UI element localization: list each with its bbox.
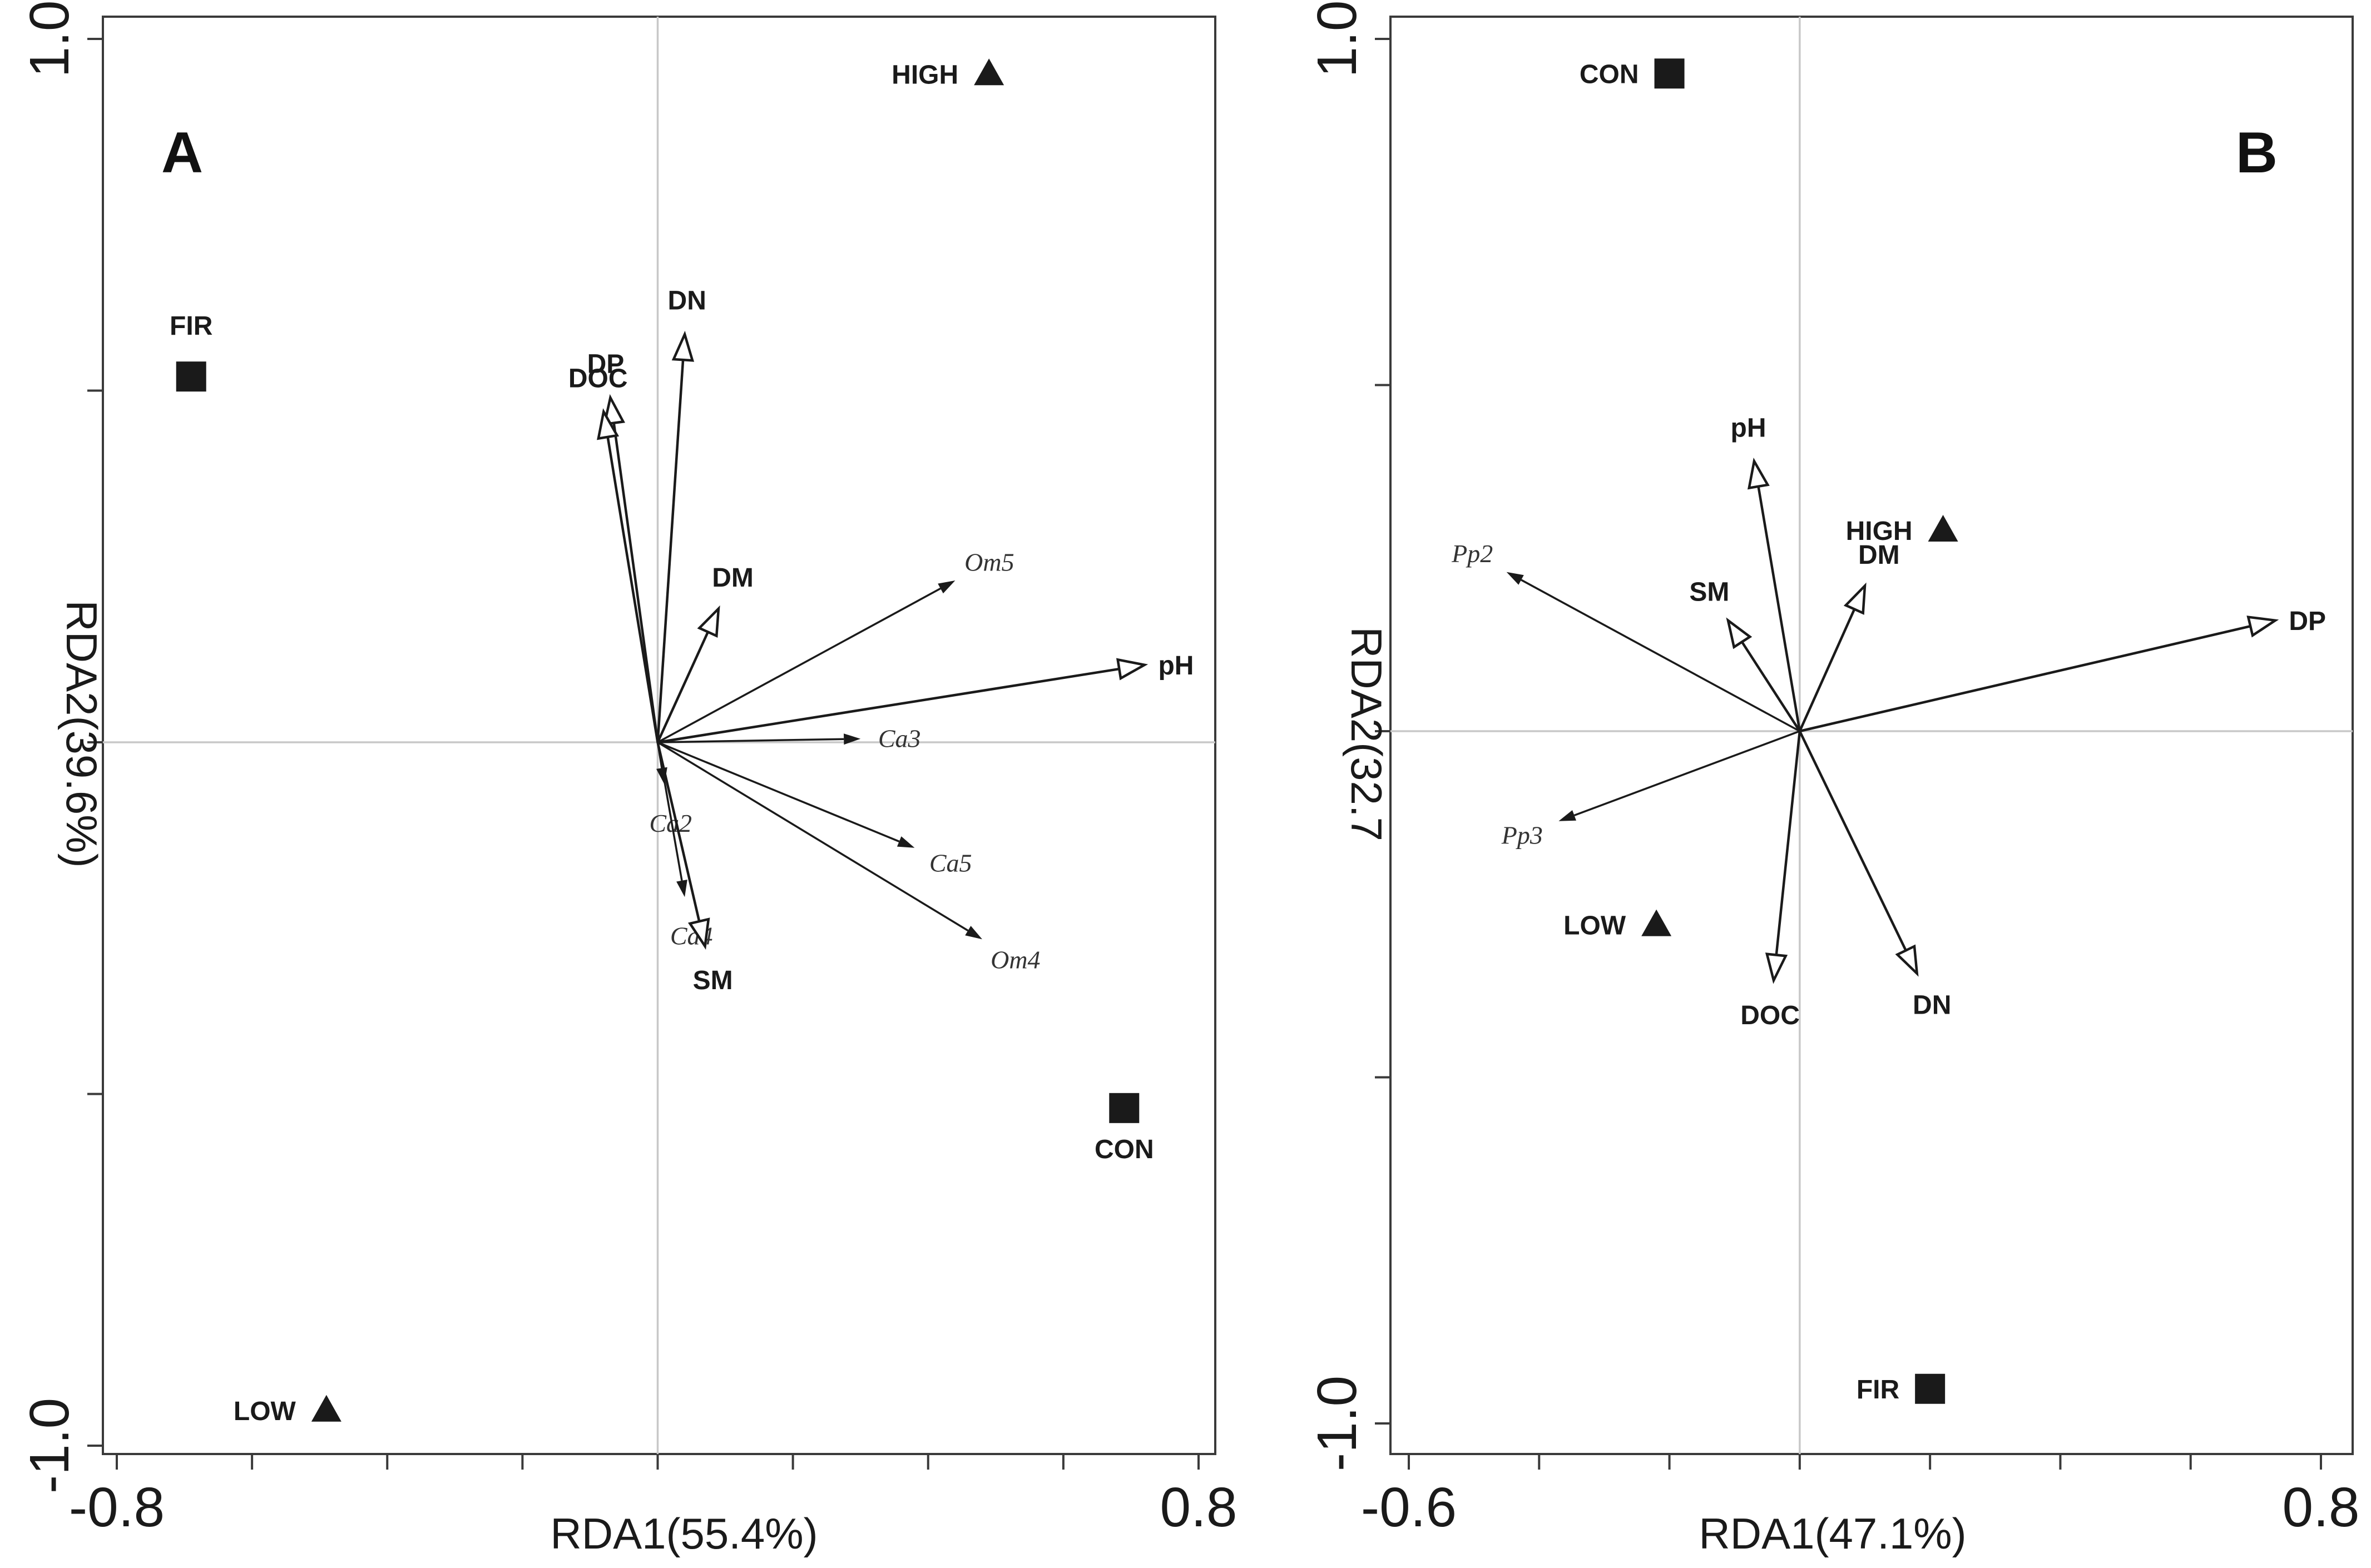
panel-a-env-dm-head — [697, 605, 720, 638]
panel-a-site-high-marker — [974, 58, 1004, 86]
panel-a-letter: A — [161, 121, 203, 185]
panel-a: -0.8 0.8 1.0 -1.0 RDA1(55.4%) RDA2(39.6%) A Om5… — [18, 0, 1238, 1558]
panel-b-y-axis-title: RDA2(32.7 — [1342, 627, 1391, 841]
panel-b-species-pp3-label: Pp3 — [1501, 821, 1543, 849]
panel-a-env-dm-label: DM — [712, 563, 754, 593]
panel-b-env-ph-arrow — [1757, 486, 1801, 732]
panel-b-x-axis-title: RDA1(47.1%) — [1699, 1509, 1966, 1558]
panel-b: -0.6 0.8 1.0 -1.0 RDA1(47.1%) RDA2(32.7 B Pp2 Pp… — [1306, 0, 2360, 1558]
panel-a-env-sm-arrow — [656, 742, 701, 922]
panel-b-site-high-marker — [1928, 514, 1958, 542]
panel-a-x-tick-label: 0.8 — [1160, 1476, 1237, 1539]
panel-b-site-con-marker — [1654, 58, 1685, 89]
panel-b-env-ph-label: pH — [1731, 413, 1766, 443]
panel-a-species-om5-head — [938, 580, 956, 594]
panel-a-env-dn-head — [671, 330, 695, 362]
panel-b-env-doc-arrow — [1775, 731, 1801, 955]
panel-b-frame — [1389, 16, 2354, 1455]
panel-a-env-dp-head — [602, 394, 626, 426]
panel-a-env-doc-arrow — [606, 436, 659, 743]
panel-a-y-tick-label: -1.0 — [18, 1398, 81, 1493]
panel-a-site-fir-marker — [176, 361, 206, 392]
panel-b-env-doc-label: DOC — [1740, 1001, 1800, 1030]
panel-b-env-dp-arrow — [1799, 625, 2251, 733]
panel-a-env-dp-label: DP — [587, 350, 625, 379]
panel-a-env-doc-label: DOC — [568, 364, 628, 393]
panel-a-species-om5-arrow — [657, 587, 941, 743]
panel-a-env-ph-arrow — [657, 667, 1120, 744]
panel-b-env-sm-arrow — [1741, 641, 1801, 732]
panel-a-y-axis-title: RDA2(39.6%) — [57, 600, 106, 867]
panel-b-y-tick-label: -1.0 — [1306, 1376, 1368, 1471]
panel-b-species-pp3-arrow — [1573, 730, 1800, 816]
panel-b-species-pp2-head — [1506, 572, 1524, 585]
panel-b-y-tick-label: 1.0 — [1306, 0, 1368, 77]
panel-a-env-ph-label: pH — [1158, 651, 1194, 681]
panel-b-site-low-marker — [1641, 909, 1672, 936]
panel-b-site-high-label: HIGH — [1846, 517, 1913, 546]
panel-b-site-con-label: CON — [1580, 59, 1639, 89]
panel-b-env-dn-head — [1895, 944, 1919, 977]
panel-b-x-tick-label: 0.8 — [2282, 1476, 2359, 1539]
panel-a-species-ca3-label: Ca3 — [878, 724, 921, 752]
panel-a-species-ca4-arrow — [656, 742, 683, 881]
panel-b-site-fir-marker — [1915, 1373, 1946, 1404]
panel-b-env-dm-arrow — [1798, 608, 1856, 732]
panel-b-env-sm-head — [1726, 617, 1753, 649]
panel-b-env-dn-arrow — [1798, 731, 1907, 951]
panel-a-species-ca5-label: Ca5 — [929, 848, 972, 877]
panel-a-site-low-marker — [311, 1395, 341, 1422]
panel-a-env-dp-arrow — [612, 423, 659, 743]
panel-a-env-sm-head — [687, 917, 710, 950]
panel-b-species-pp3-head — [1558, 810, 1576, 821]
panel-b-site-low-label: LOW — [1563, 911, 1626, 941]
panel-a-site-con-marker — [1109, 1093, 1140, 1123]
panel-a-site-high-label: HIGH — [892, 60, 958, 90]
panel-b-env-dp-label: DP — [2289, 607, 2326, 636]
panel-b-env-sm-label: SM — [1689, 578, 1729, 607]
panel-a-site-fir-label: FIR — [170, 311, 212, 341]
panel-a-x-tick-label: -0.8 — [69, 1476, 165, 1539]
panel-b-site-fir-label: FIR — [1857, 1375, 1899, 1405]
panel-a-y-tick-label: 1.0 — [18, 0, 81, 77]
panel-b-letter: B — [2236, 121, 2278, 185]
panel-b-x-tick-label: -0.6 — [1361, 1476, 1457, 1539]
panel-a-env-sm-label: SM — [693, 966, 733, 995]
panel-a-species-om4-label: Om4 — [991, 946, 1040, 974]
panel-b-env-dp-head — [2246, 616, 2279, 638]
panel-a-species-om5-label: Om5 — [964, 548, 1014, 577]
panel-b-species-pp2-label: Pp2 — [1451, 539, 1493, 568]
panel-b-env-doc-head — [1765, 952, 1788, 984]
panel-a-species-om4-head — [965, 926, 982, 940]
panel-b-env-dn-label: DN — [1913, 991, 1951, 1020]
panel-a-species-ca4-head — [676, 880, 687, 897]
panel-a-env-dn-label: DN — [668, 286, 706, 315]
panel-b-env-ph-head — [1747, 457, 1770, 490]
panel-a-species-ca5-head — [897, 836, 915, 848]
panel-a-x-axis-title: RDA1(55.4%) — [550, 1509, 818, 1558]
panel-a-species-ca5-arrow — [657, 741, 900, 842]
panel-a-site-low-label: LOW — [234, 1397, 296, 1426]
panel-b-env-dm-label: DM — [1858, 540, 1900, 570]
panel-a-env-dm-arrow — [656, 631, 709, 743]
panel-b-species-pp2-arrow — [1521, 579, 1800, 732]
panel-b-env-dm-head — [1843, 582, 1867, 615]
panel-a-frame — [102, 16, 1216, 1455]
panel-a-env-dn-arrow — [656, 360, 685, 743]
panel-a-species-ca3-head — [844, 733, 861, 745]
panel-a-species-ca3-arrow — [657, 738, 844, 743]
panel-a-site-con-label: CON — [1095, 1135, 1154, 1164]
panel-a-species-om4-arrow — [657, 741, 969, 932]
panel-a-env-ph-head — [1116, 658, 1149, 681]
